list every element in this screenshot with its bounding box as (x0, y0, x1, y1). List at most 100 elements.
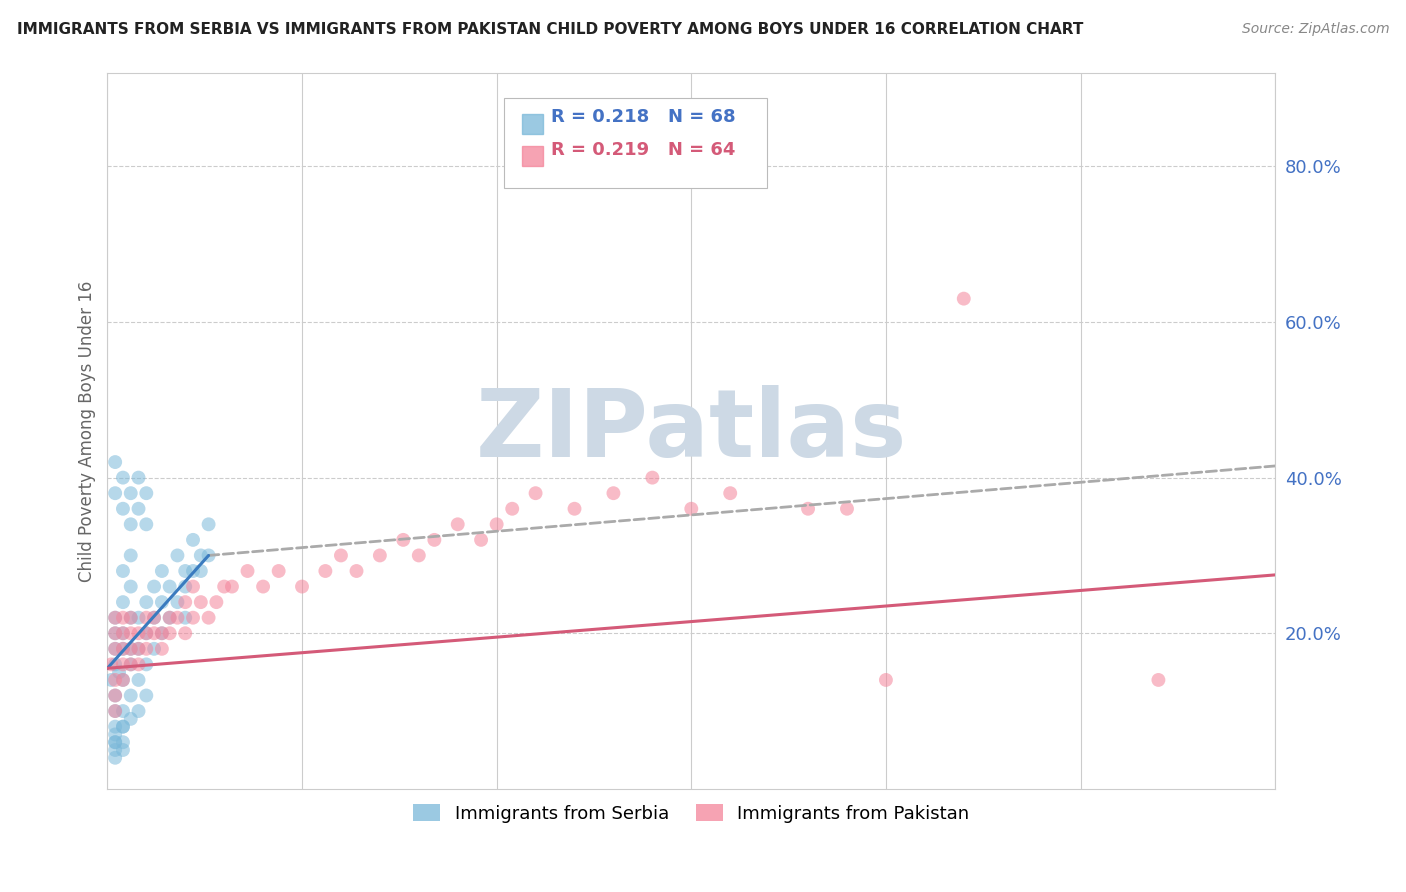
Point (181, 533, 204, 547)
Point (120, 610, 142, 624)
Point (104, 657, 127, 672)
Point (135, 626, 157, 640)
Point (104, 735, 127, 749)
Point (252, 580, 274, 594)
Point (104, 727, 127, 741)
Point (111, 673, 134, 687)
Point (221, 580, 243, 594)
Point (150, 626, 173, 640)
Point (120, 626, 142, 640)
Point (135, 486, 157, 500)
Point (166, 610, 188, 624)
Point (190, 564, 212, 578)
Point (135, 517, 157, 532)
Point (835, 501, 858, 516)
Text: IMMIGRANTS FROM SERBIA VS IMMIGRANTS FROM PAKISTAN CHILD POVERTY AMONG BOYS UNDE: IMMIGRANTS FROM SERBIA VS IMMIGRANTS FRO… (17, 22, 1083, 37)
Point (128, 626, 150, 640)
Point (135, 595, 157, 609)
Point (408, 549, 430, 563)
Bar (522, 114, 543, 134)
Point (181, 580, 204, 594)
Point (111, 743, 134, 757)
Point (104, 704, 127, 718)
Point (111, 641, 134, 656)
Point (104, 626, 127, 640)
Point (104, 641, 127, 656)
Point (681, 501, 703, 516)
Point (174, 580, 197, 594)
Point (501, 501, 523, 516)
Point (150, 626, 173, 640)
Point (104, 673, 127, 687)
Point (104, 610, 127, 624)
Point (197, 610, 219, 624)
Point (174, 595, 197, 609)
Point (291, 580, 314, 594)
Text: R = 0.219   N = 64: R = 0.219 N = 64 (551, 141, 735, 160)
Point (120, 517, 142, 532)
Point (111, 470, 134, 484)
FancyBboxPatch shape (505, 98, 768, 187)
Point (159, 610, 181, 624)
Point (447, 517, 470, 532)
Point (128, 641, 150, 656)
Point (205, 595, 228, 609)
Point (128, 673, 150, 687)
Point (159, 580, 181, 594)
Point (174, 626, 197, 640)
Point (120, 610, 142, 624)
Point (368, 549, 391, 563)
Point (212, 580, 235, 594)
Point (135, 657, 157, 672)
Point (797, 501, 820, 516)
Text: R = 0.218   N = 68: R = 0.218 N = 68 (551, 108, 735, 127)
Point (104, 610, 127, 624)
Point (166, 549, 188, 563)
Point (120, 657, 142, 672)
Point (111, 720, 134, 734)
Y-axis label: Child Poverty Among Boys Under 16: Child Poverty Among Boys Under 16 (79, 280, 96, 582)
Point (111, 735, 134, 749)
Point (128, 501, 150, 516)
Point (564, 501, 586, 516)
Point (120, 712, 142, 726)
Point (143, 641, 166, 656)
Point (104, 704, 127, 718)
Point (111, 720, 134, 734)
Point (150, 595, 173, 609)
Point (104, 735, 127, 749)
Point (111, 641, 134, 656)
Point (143, 580, 166, 594)
Point (128, 657, 150, 672)
Point (190, 549, 212, 563)
Point (174, 610, 197, 624)
Point (120, 549, 142, 563)
Point (485, 517, 508, 532)
Point (128, 641, 150, 656)
Point (120, 641, 142, 656)
Point (111, 626, 134, 640)
Point (104, 720, 127, 734)
Point (150, 564, 173, 578)
Point (329, 549, 352, 563)
Bar (522, 146, 543, 166)
Point (143, 610, 166, 624)
Point (236, 564, 259, 578)
Point (197, 517, 219, 532)
Point (111, 626, 134, 640)
Point (423, 533, 446, 547)
Point (104, 486, 127, 500)
Point (104, 743, 127, 757)
Point (524, 486, 547, 500)
Point (166, 595, 188, 609)
Point (135, 689, 157, 703)
Point (190, 595, 212, 609)
Point (104, 689, 127, 703)
Legend: Immigrants from Serbia, Immigrants from Pakistan: Immigrants from Serbia, Immigrants from … (406, 797, 977, 830)
Point (111, 501, 134, 516)
Point (104, 455, 127, 469)
Point (875, 673, 897, 687)
Point (150, 641, 173, 656)
Point (197, 549, 219, 563)
Point (104, 626, 127, 640)
